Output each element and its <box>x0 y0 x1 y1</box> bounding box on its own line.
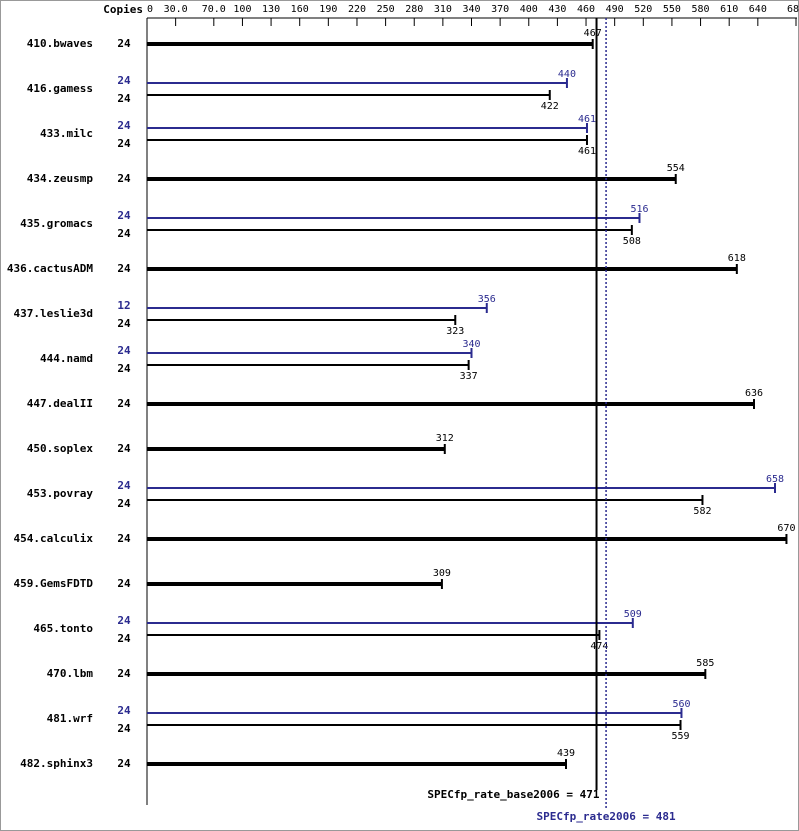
value-label: 516 <box>630 204 648 215</box>
copies-label: 24 <box>117 92 131 105</box>
x-tick-label: 680 <box>787 4 799 15</box>
x-tick-label: 130 <box>262 4 280 15</box>
benchmark-label: 437.leslie3d <box>14 307 93 320</box>
x-tick-label: 640 <box>749 4 767 15</box>
value-label: 309 <box>433 568 451 579</box>
benchmark-label: 454.calculix <box>14 532 94 545</box>
value-label: 467 <box>584 28 602 39</box>
x-tick-label: 340 <box>462 4 480 15</box>
copies-label: 24 <box>117 497 131 510</box>
x-tick-label: 370 <box>491 4 509 15</box>
x-tick-label: 0 <box>147 4 153 15</box>
benchmark-label: 453.povray <box>27 487 94 500</box>
value-label: 554 <box>667 163 685 174</box>
copies-label: 24 <box>117 119 131 132</box>
copies-label: 24 <box>117 344 131 357</box>
value-label: 559 <box>671 731 689 742</box>
x-tick-label: 190 <box>319 4 337 15</box>
x-tick-label: 430 <box>548 4 566 15</box>
copies-label: 24 <box>117 37 131 50</box>
value-label: 461 <box>578 146 596 157</box>
value-label: 422 <box>541 101 559 112</box>
value-label: 337 <box>460 371 478 382</box>
reference-label: SPECfp_rate2006 = 481 <box>537 810 676 823</box>
x-tick-label: 310 <box>434 4 452 15</box>
x-tick-label: 70.0 <box>202 4 226 15</box>
x-tick-label: 100 <box>233 4 251 15</box>
copies-label: 24 <box>117 362 131 375</box>
value-label: 323 <box>446 326 464 337</box>
copies-label: 24 <box>117 397 131 410</box>
benchmark-label: 434.zeusmp <box>27 172 94 185</box>
x-tick-label: 160 <box>291 4 309 15</box>
x-tick-label: 550 <box>663 4 681 15</box>
benchmark-label: 416.gamess <box>27 82 93 95</box>
copies-header: Copies <box>103 3 143 16</box>
copies-label: 24 <box>117 757 131 770</box>
benchmark-label: 447.dealII <box>27 397 93 410</box>
value-label: 356 <box>478 294 496 305</box>
copies-label: 24 <box>117 722 131 735</box>
benchmark-label: 459.GemsFDTD <box>14 577 94 590</box>
copies-label: 12 <box>117 299 130 312</box>
copies-label: 24 <box>117 172 131 185</box>
benchmark-label: 481.wrf <box>47 712 93 725</box>
copies-label: 24 <box>117 704 131 717</box>
value-label: 585 <box>696 658 714 669</box>
benchmark-label: 450.soplex <box>27 442 94 455</box>
value-label: 582 <box>693 506 711 517</box>
x-tick-label: 460 <box>577 4 595 15</box>
copies-label: 24 <box>117 614 131 627</box>
value-label: 474 <box>590 641 608 652</box>
copies-label: 24 <box>117 209 131 222</box>
x-tick-label: 30.0 <box>164 4 188 15</box>
copies-label: 24 <box>117 137 131 150</box>
copies-label: 24 <box>117 667 131 680</box>
x-tick-label: 520 <box>634 4 652 15</box>
value-label: 312 <box>436 433 454 444</box>
copies-label: 24 <box>117 442 131 455</box>
x-tick-label: 220 <box>348 4 366 15</box>
benchmark-label: 435.gromacs <box>20 217 93 230</box>
benchmark-label: 470.lbm <box>47 667 94 680</box>
x-tick-label: 490 <box>606 4 624 15</box>
value-label: 636 <box>745 388 763 399</box>
x-tick-label: 400 <box>520 4 538 15</box>
copies-label: 24 <box>117 262 131 275</box>
benchmark-label: 465.tonto <box>33 622 93 635</box>
value-label: 439 <box>557 748 575 759</box>
value-label: 670 <box>777 523 795 534</box>
benchmark-label: 444.namd <box>40 352 93 365</box>
x-tick-label: 280 <box>405 4 423 15</box>
value-label: 508 <box>623 236 641 247</box>
copies-label: 24 <box>117 317 131 330</box>
benchmark-label: 410.bwaves <box>27 37 93 50</box>
copies-label: 24 <box>117 74 131 87</box>
value-label: 509 <box>624 609 642 620</box>
value-label: 618 <box>728 253 746 264</box>
copies-label: 24 <box>117 479 131 492</box>
copies-label: 24 <box>117 532 131 545</box>
copies-label: 24 <box>117 577 131 590</box>
benchmark-label: 436.cactusADM <box>7 262 93 275</box>
reference-label: SPECfp_rate_base2006 = 471 <box>427 788 600 801</box>
value-label: 560 <box>672 699 690 710</box>
benchmark-label: 433.milc <box>40 127 93 140</box>
x-tick-label: 250 <box>377 4 395 15</box>
x-tick-label: 610 <box>720 4 738 15</box>
value-label: 461 <box>578 114 596 125</box>
value-label: 658 <box>766 474 784 485</box>
value-label: 440 <box>558 69 576 80</box>
x-tick-label: 580 <box>692 4 710 15</box>
value-label: 340 <box>462 339 480 350</box>
copies-label: 24 <box>117 632 131 645</box>
benchmark-label: 482.sphinx3 <box>20 757 93 770</box>
copies-label: 24 <box>117 227 131 240</box>
